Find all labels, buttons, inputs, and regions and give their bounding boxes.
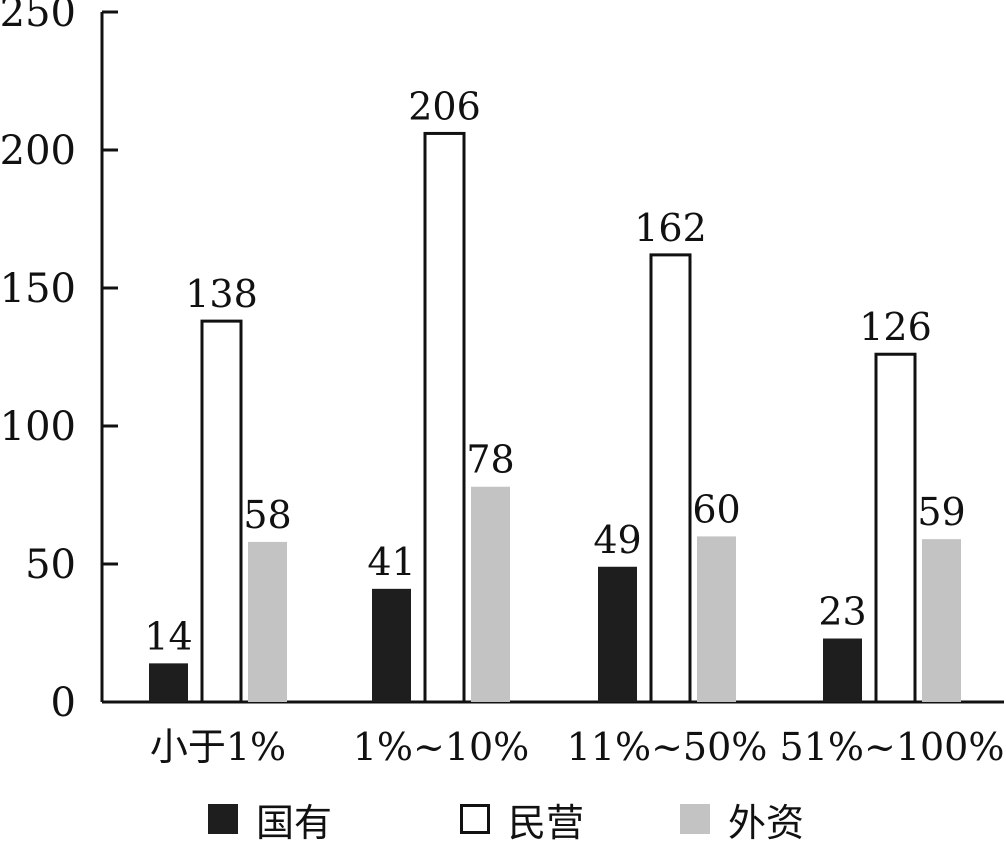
data-label-foreign: 58 xyxy=(243,493,291,537)
data-label-foreign: 59 xyxy=(917,490,965,534)
legend-swatch-state-owned xyxy=(208,804,238,834)
legend-item-foreign: 外资 xyxy=(680,794,805,845)
bar-state-owned xyxy=(823,638,862,702)
bar-foreign xyxy=(471,486,510,702)
legend-label-state-owned: 国有 xyxy=(256,800,333,845)
x-category-label: 小于1% xyxy=(150,725,286,769)
bar-private xyxy=(200,319,243,704)
data-label-private: 206 xyxy=(408,84,481,128)
legend-swatch-foreign xyxy=(680,804,710,834)
data-label-private: 138 xyxy=(185,272,258,316)
y-tick-label: 250 xyxy=(0,0,76,36)
x-category-label: 51%~100% xyxy=(780,725,1005,769)
y-tick-label: 200 xyxy=(0,128,76,174)
legend-label-private: 民营 xyxy=(508,800,585,845)
legend-item-private: 民营 xyxy=(460,794,585,845)
bar-private xyxy=(874,352,917,704)
x-category-label: 11%~50% xyxy=(567,725,768,769)
legend: 国有 民营 外资 xyxy=(0,794,1006,845)
bar-foreign xyxy=(697,536,736,702)
legend-label-foreign: 外资 xyxy=(728,800,805,845)
y-tick-label: 50 xyxy=(25,542,76,588)
bar-state-owned xyxy=(372,588,411,702)
bar-foreign xyxy=(922,539,961,702)
x-category-label: 1%~10% xyxy=(353,725,530,769)
legend-swatch-private xyxy=(460,804,490,834)
data-label-state-owned: 14 xyxy=(144,614,192,658)
data-label-foreign: 60 xyxy=(692,487,740,531)
bar-private xyxy=(649,253,692,704)
bar-state-owned xyxy=(598,566,637,702)
data-label-private: 162 xyxy=(634,206,707,250)
data-label-private: 126 xyxy=(859,305,932,349)
data-label-foreign: 78 xyxy=(466,438,514,482)
bar-state-owned xyxy=(149,663,188,702)
y-tick-label: 150 xyxy=(0,266,76,312)
y-tick-label: 0 xyxy=(51,680,76,726)
bar-private xyxy=(423,131,466,704)
data-label-state-owned: 41 xyxy=(367,540,415,584)
data-label-state-owned: 23 xyxy=(818,590,866,634)
bar-foreign xyxy=(248,541,287,702)
y-tick-label: 100 xyxy=(0,404,76,450)
bar-chart-svg: 0 50 100 150 200 250 14 138 58 小于1% 41 206 78 1%~10% 4… xyxy=(0,0,1005,769)
data-label-state-owned: 49 xyxy=(593,518,641,562)
legend-item-state-owned: 国有 xyxy=(208,794,333,845)
